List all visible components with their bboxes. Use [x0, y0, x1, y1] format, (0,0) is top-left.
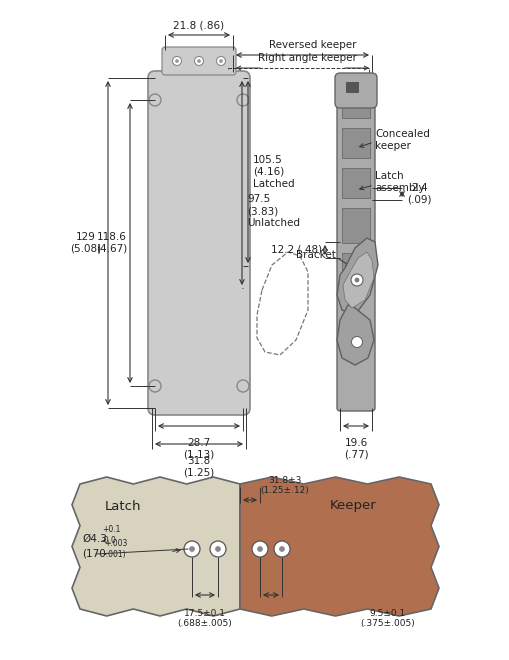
Circle shape — [251, 541, 267, 557]
Text: Bracket: Bracket — [296, 250, 335, 260]
Bar — [345, 82, 357, 92]
Circle shape — [273, 541, 290, 557]
Text: 19.6
(.77): 19.6 (.77) — [343, 438, 367, 459]
Text: 118.6
(4.67): 118.6 (4.67) — [96, 232, 127, 254]
FancyBboxPatch shape — [148, 71, 249, 415]
FancyBboxPatch shape — [162, 47, 236, 75]
Text: 12.2 (.48): 12.2 (.48) — [270, 245, 321, 255]
Circle shape — [194, 57, 203, 65]
Circle shape — [219, 59, 222, 63]
Text: Latch: Latch — [104, 500, 141, 513]
Circle shape — [257, 546, 262, 552]
FancyBboxPatch shape — [336, 75, 374, 411]
Circle shape — [237, 380, 248, 392]
Circle shape — [149, 380, 161, 392]
Text: (170: (170 — [82, 548, 105, 558]
Text: 97.5
(3.83)
Unlatched: 97.5 (3.83) Unlatched — [246, 195, 299, 228]
Text: 9.5±0.1
(.375±.005): 9.5±0.1 (.375±.005) — [360, 609, 414, 628]
Circle shape — [189, 546, 194, 552]
Text: 105.5
(4.16)
Latched: 105.5 (4.16) Latched — [252, 155, 294, 189]
Text: Concealed
keeper: Concealed keeper — [374, 129, 429, 150]
Text: +.003
-.001): +.003 -.001) — [104, 539, 127, 559]
Text: 2.4
(.09): 2.4 (.09) — [406, 183, 431, 205]
Circle shape — [354, 278, 358, 282]
Circle shape — [351, 337, 362, 348]
FancyBboxPatch shape — [334, 73, 376, 108]
Polygon shape — [240, 477, 438, 616]
Bar — [342, 253, 369, 283]
Circle shape — [149, 94, 161, 106]
Text: 31.8±3
(1.25±.12): 31.8±3 (1.25±.12) — [260, 476, 309, 495]
Bar — [342, 128, 369, 158]
Polygon shape — [336, 238, 377, 315]
Text: Reversed keeper: Reversed keeper — [268, 40, 356, 50]
Polygon shape — [72, 477, 240, 616]
Bar — [342, 208, 369, 243]
Text: Keeper: Keeper — [329, 500, 376, 513]
Bar — [165, 50, 233, 72]
Circle shape — [197, 59, 200, 63]
Bar — [342, 83, 369, 118]
Text: Latch
assembly: Latch assembly — [374, 171, 424, 193]
Polygon shape — [343, 252, 373, 308]
Circle shape — [210, 541, 225, 557]
Circle shape — [215, 546, 220, 552]
Circle shape — [237, 94, 248, 106]
Text: Right angle keeper: Right angle keeper — [258, 53, 356, 63]
Text: 17.5±0.1
(.688±.005): 17.5±0.1 (.688±.005) — [177, 609, 232, 628]
Text: 21.8 (.86): 21.8 (.86) — [173, 20, 224, 30]
Circle shape — [184, 541, 200, 557]
Circle shape — [216, 57, 225, 65]
Circle shape — [175, 59, 178, 63]
Text: 129
(5.08): 129 (5.08) — [70, 232, 101, 254]
Circle shape — [350, 274, 362, 286]
Circle shape — [279, 546, 284, 552]
Polygon shape — [336, 305, 373, 365]
Text: 31.8
(1.25): 31.8 (1.25) — [183, 456, 214, 478]
Circle shape — [172, 57, 181, 65]
Text: 28.7
(1.13): 28.7 (1.13) — [183, 438, 214, 459]
Text: Ø4.3: Ø4.3 — [82, 534, 107, 544]
Text: +0.1
-0.0: +0.1 -0.0 — [102, 525, 120, 544]
Bar — [342, 168, 369, 198]
